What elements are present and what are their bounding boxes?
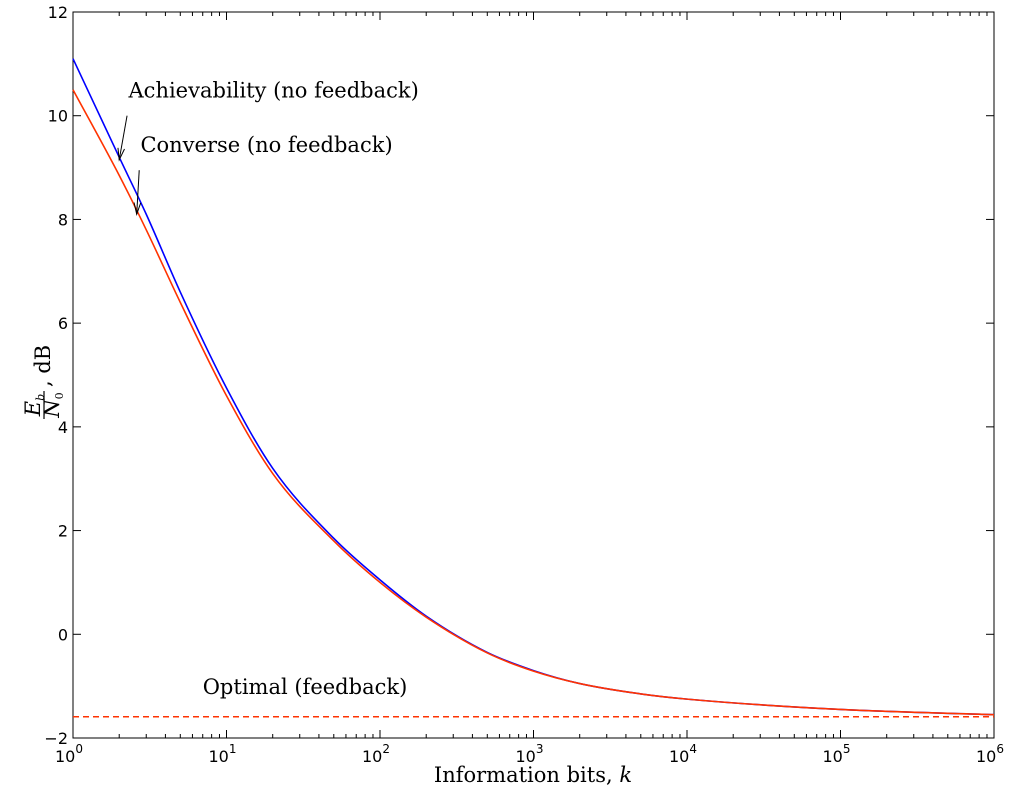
y-axis-title: Eb N0 , dB — [21, 345, 66, 419]
plot-area — [73, 12, 994, 738]
x-tick-base: 10 — [669, 747, 689, 766]
svg-text:, dB: , dB — [31, 345, 55, 387]
x-tick-label: 104 — [669, 742, 697, 766]
x-tick-exponent: 1 — [229, 742, 237, 756]
y-tick-label: 8 — [58, 210, 68, 229]
x-tick-exponent: 0 — [75, 742, 83, 756]
x-tick-label: 101 — [209, 742, 237, 766]
annotation-label: Achievability (no feedback) — [128, 79, 419, 103]
x-tick-base: 10 — [976, 747, 996, 766]
x-tick-label: 102 — [362, 742, 390, 766]
y-tick-label: 4 — [58, 418, 68, 437]
y-tick-label: 2 — [58, 522, 68, 541]
x-tick-exponent: 3 — [536, 742, 544, 756]
y-tick-label: −2 — [44, 729, 68, 748]
y-tick-label: 0 — [58, 625, 68, 644]
x-tick-exponent: 2 — [382, 742, 390, 756]
x-tick-base: 10 — [823, 747, 843, 766]
x-tick-label: 106 — [976, 742, 1004, 766]
y-tick-label: 12 — [48, 3, 68, 22]
x-axis-variable: k — [619, 763, 632, 787]
x-axis-title: Information bits, k — [434, 763, 632, 787]
annotation-label: Converse (no feedback) — [140, 133, 392, 157]
annotation-label: Optimal (feedback) — [203, 675, 408, 699]
x-tick-base: 10 — [362, 747, 382, 766]
x-tick-base: 10 — [209, 747, 229, 766]
y-tick-label: 10 — [48, 107, 68, 126]
x-tick-label: 105 — [823, 742, 851, 766]
y-tick-label: 6 — [58, 314, 68, 333]
x-tick-exponent: 5 — [843, 742, 851, 756]
x-tick-base: 10 — [55, 747, 75, 766]
x-tick-exponent: 4 — [689, 742, 697, 756]
x-tick-exponent: 6 — [996, 742, 1004, 756]
